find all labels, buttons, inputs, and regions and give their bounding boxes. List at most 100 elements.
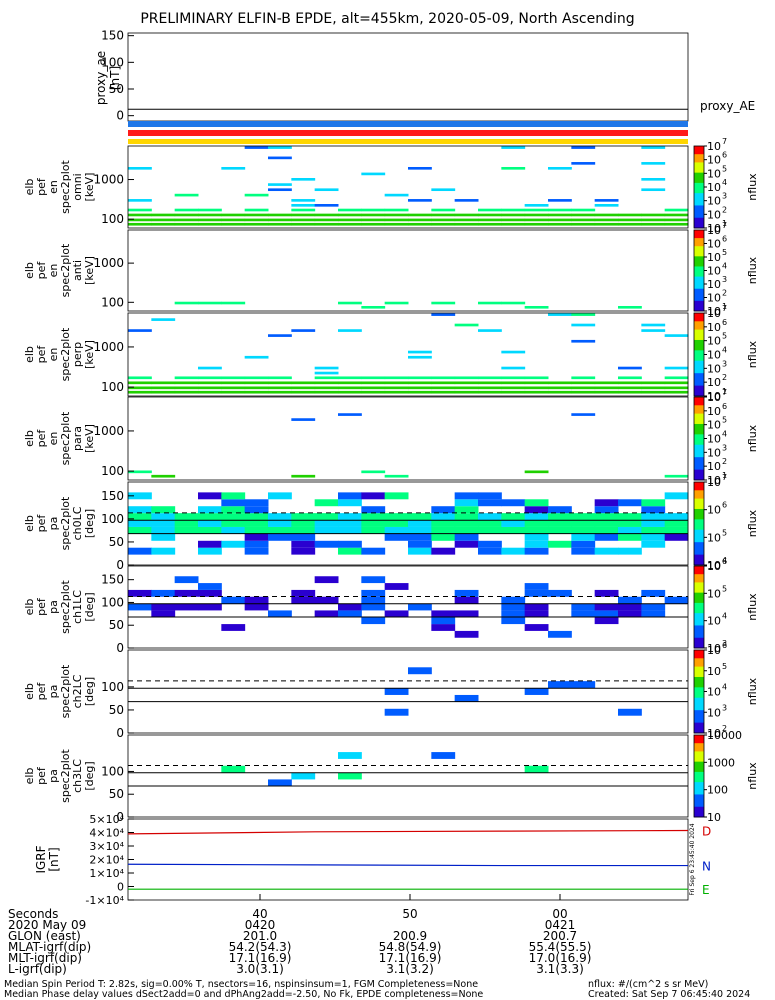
colorbar-1-segment [694,154,704,157]
panel-3-heatmap-cell [221,381,246,385]
x-axis-row-value: 50 [402,907,418,921]
panel-5-ytick-label: 100 [101,512,124,526]
panel-1-heatmap-cell [501,218,526,222]
panel-1-heatmap-cell [501,166,526,170]
colorbar-5-segment [694,498,704,502]
panel-4-heatmap-cell [361,470,386,474]
panel-6-heatmap-cell [501,610,526,618]
colorbar-1-segment [694,164,704,167]
colorbar-4-segment [694,399,704,402]
colorbar-8-segment [694,737,704,740]
colorbar-3-segment [694,327,704,331]
panel-5-heatmap-cell [291,526,316,534]
panel-3-heatmap-cell [618,386,642,390]
colorbar-3-tick-label: 10 [707,390,721,403]
colorbar-8-segment [694,798,704,802]
panel-7-heatmap-cell [408,667,432,675]
panel-1-heatmap-cell [314,188,339,192]
panel-2-ylabel: [keV] [83,256,96,285]
colorbar-4-segment [694,411,704,415]
panel-1-heatmap-cell [384,222,409,226]
panel-4-bg [128,397,688,480]
panel-5-heatmap-cell [641,533,666,541]
panel-5-heatmap-cell [221,540,246,548]
panel-1-heatmap-cell [641,178,666,181]
panel-3-heatmap-cell [338,376,362,380]
panel-4-ylabel: elb [23,430,36,447]
colorbar-5-segment [694,525,704,529]
panel-1-heatmap-cell [664,218,689,222]
colorbar-3-segment [694,335,704,339]
panel-2-ylabel: spec2plot [59,243,72,297]
colorbar-4-tick-exponent: 6 [722,402,727,411]
colorbar-3-tick-exponent: 5 [722,332,727,341]
panel-5-heatmap-cell [151,547,176,555]
panel-3-heatmap-cell [338,329,362,332]
colorbar-6-segment [694,566,704,569]
colorbar-8-frame [693,734,705,818]
colorbar-2-segment [694,256,704,259]
colorbar-1-segment [694,213,704,217]
footer-line-2: Median Phase delay values dSect2add=0 an… [4,989,484,1000]
panel-5-heatmap-cell [501,526,526,534]
colorbar-5-segment [694,484,704,487]
panel-3-heatmap-cell [478,381,502,385]
panel-8-heatmap-cell [221,765,246,773]
igrf-legend-E: E [702,883,710,897]
panel-6-heatmap-cell [431,617,456,625]
panel-5-heatmap-cell [314,520,339,527]
panel-1-heatmap-cell [384,208,409,212]
panel-1-heatmap-cell [291,199,316,202]
colorbar-1-segment [694,172,704,176]
colorbar-7-segment [694,650,704,653]
colorbar-6-segment [694,645,704,649]
colorbar-3-segment [694,319,704,322]
panel-8-ylabel: pef [35,766,48,785]
panel-2-ylabel: elb [23,262,36,279]
panel-3-heatmap-cell [664,334,689,337]
panel-4-ytick-label: 100 [101,464,124,478]
x-axis-row-value: 0421 [544,918,576,932]
colorbar-7-segment [694,726,704,730]
colorbar-8-segment [694,767,704,771]
colorbar-7-label: nflux [746,677,759,705]
panel-6-heatmap-cell [618,610,642,618]
panel-3-ytick-label: 100 [101,380,124,394]
colorbar-5-segment [694,550,704,554]
panel-3-heatmap-cell [478,376,502,380]
panel-8-ylabel: elb [23,768,36,785]
panel-5-heatmap-cell [501,547,526,555]
panel-1-heatmap-cell [478,213,502,217]
colorbar-3-segment [694,364,704,368]
panel-1-heatmap-cell [524,213,549,217]
panel-2-heatmap-cell [338,301,362,305]
colorbar-4-segment [694,440,704,444]
colorbar-3-segment [694,366,704,370]
panel-3-heatmap-cell [268,390,292,394]
panel-8-heatmap-cell [524,765,549,773]
panel-5-heatmap-cell [408,540,432,548]
panel-3-heatmap-cell [641,386,666,390]
panel-5-heatmap-cell [524,513,549,521]
panel-3-heatmap-cell [501,390,526,394]
panel-1-ytick-label: 100 [101,212,124,226]
panel-6-heatmap-cell [641,603,666,611]
colorbar-5-tick-exponent: 4 [722,556,727,565]
colorbar-2-segment [694,308,704,312]
colorbar-6-segment [694,590,704,594]
panel-5-heatmap-cell [664,526,689,534]
colorbar-7-segment [694,681,704,684]
colorbar-1-tick-exponent: 7 [722,137,727,146]
colorbar-4-segment [694,430,704,433]
colorbar-6-segment [694,572,704,575]
panel-6-heatmap-cell [291,589,316,597]
colorbar-1-segment [694,217,704,221]
colorbar-6-segment [694,617,704,620]
colorbar-8-segment [694,802,704,806]
panel-1-heatmap-cell [221,213,246,217]
panel-5-heatmap-cell [151,513,176,521]
colorbar-3-segment [694,389,704,393]
panel-2-ylabel: en [47,264,60,278]
panel-3-heatmap-cell [664,390,689,394]
panel-3-heatmap-cell [524,386,549,390]
